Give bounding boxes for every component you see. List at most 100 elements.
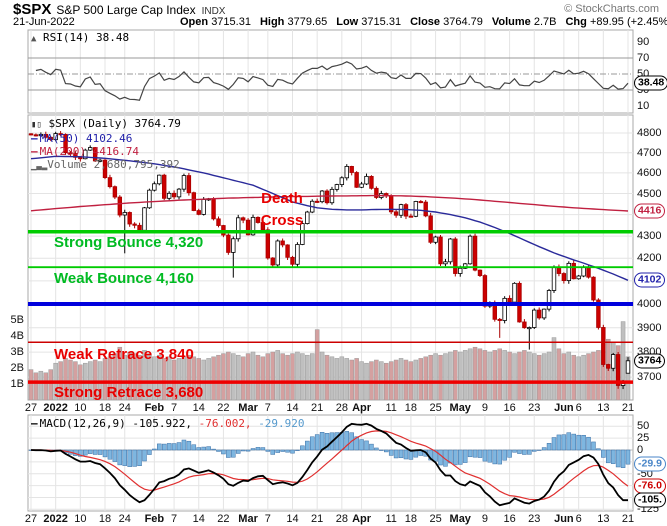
date-tick-top: 23	[528, 401, 541, 414]
death-cross-line1: Death	[261, 190, 303, 207]
rsi-axis-label: 10	[637, 100, 650, 112]
date-tick-bottom: 25	[429, 513, 442, 525]
date-tick-top: 10	[74, 401, 87, 414]
candlestick-icon: ▮▯	[31, 120, 42, 130]
axis-badge-760: -76.0	[634, 478, 666, 494]
quote-low: Low 3715.31	[336, 16, 402, 28]
price-legend: ▮▯ $SPX (Daily) 3764.79 — MA(50) 4102.46 …	[31, 117, 181, 173]
date-tick-bottom: 18	[98, 513, 112, 525]
date-tick-bottom: 24	[118, 513, 131, 525]
legend-ma200-text: MA(200) 4416.74	[39, 145, 139, 158]
price-axis-label: 4700	[637, 146, 662, 159]
price-axis-label: 4200	[637, 252, 662, 265]
date-tick-bottom: 14	[286, 513, 299, 525]
date-tick-top: 21	[311, 401, 324, 414]
ma200-line-icon: —	[31, 145, 38, 158]
date-tick-top: 7	[264, 401, 271, 414]
date-tick-top: 18	[404, 401, 418, 414]
price-axis-label: 4800	[637, 126, 662, 139]
date-tick-top: 16	[503, 401, 516, 414]
legend-symbol-text: $SPX (Daily) 3764.79	[48, 117, 181, 130]
volume-axis-label: 5B	[10, 314, 24, 326]
legend-ma50-text: MA(50) 4102.46	[39, 132, 133, 145]
date-tick-bottom: Mar	[238, 513, 258, 525]
date-tick-top: 7	[171, 401, 178, 414]
weak-bounce-annotation: Weak Bounce 4,160	[54, 270, 194, 287]
macd-axis-label: 0	[637, 444, 644, 456]
date-tick-bottom: 21	[311, 513, 324, 525]
date-tick-bottom: 16	[503, 513, 516, 525]
quote-date: 21-Jun-2022	[13, 16, 75, 28]
price-axis-label: 4500	[637, 187, 662, 200]
date-tick-top: 24	[118, 401, 131, 414]
date-tick-bottom: 28	[335, 513, 348, 525]
date-tick-bottom: 21	[621, 513, 635, 525]
strong-retrace-annotation: Strong Retrace 3,680	[54, 384, 204, 401]
quote-chg: Chg +89.95 (+2.45%)	[565, 16, 667, 28]
macd-label-signal: -76.002,	[198, 417, 252, 430]
date-tick-top: 13	[597, 401, 610, 414]
date-tick-top: 11	[385, 401, 397, 414]
date-tick-bottom: 13	[597, 513, 610, 525]
date-tick-top: 21	[621, 401, 635, 414]
weak-retrace-annotation: Weak Retrace 3,840	[54, 346, 194, 363]
exchange-label: INDX	[201, 6, 226, 17]
legend-volume-text: Volume 2,680,795,392	[47, 158, 180, 171]
date-tick-bottom: 7	[264, 513, 271, 525]
date-tick-top: Apr	[352, 401, 372, 414]
date-tick-top: 14	[192, 401, 205, 414]
axis-badge-4416: 4416	[634, 203, 666, 219]
date-tick-bottom: 23	[528, 513, 541, 525]
axis-badge-4102: 4102	[634, 272, 666, 288]
date-tick-bottom: 2022	[43, 513, 68, 525]
legend-symbol-row: ▮▯ $SPX (Daily) 3764.79	[31, 117, 181, 132]
quote-volume: Volume 2.7B	[491, 16, 557, 28]
date-tick-bottom: 22	[217, 513, 230, 525]
stockcharts-credit: © StockCharts.com	[564, 3, 659, 15]
date-tick-bottom: Apr	[352, 513, 372, 525]
legend-ma200-row: — MA(200) 4416.74	[31, 145, 181, 158]
symbol: $SPX	[13, 1, 52, 18]
quote-bar: Open 3715.31 High 3779.65 Low 3715.31 Close…	[180, 16, 667, 28]
price-axis-label: 3900	[637, 321, 662, 334]
date-tick-top: 14	[286, 401, 299, 414]
macd-line-icon: —	[31, 417, 38, 430]
date-tick-bottom: 9	[481, 513, 488, 525]
rsi-axis-label: 70	[637, 52, 650, 64]
axis-badge-299: -29.9	[634, 456, 666, 472]
date-tick-bottom: 27	[24, 513, 38, 525]
date-tick-top: May	[449, 401, 471, 414]
quote-close: Close 3764.79	[410, 16, 483, 28]
date-tick-top: 22	[217, 401, 230, 414]
price-axis-label: 3700	[637, 371, 662, 384]
strong-bounce-annotation: Strong Bounce 4,320	[54, 234, 204, 251]
legend-ma50-row: — MA(50) 4102.46	[31, 132, 181, 145]
quote-high: High 3779.65	[259, 16, 328, 28]
date-tick-top: 25	[429, 401, 442, 414]
volume-axis-label: 2B	[10, 362, 24, 374]
volume-axis-label: 3B	[10, 346, 24, 358]
volume-bars-icon: ▁▃▂	[31, 161, 48, 171]
price-axis-label: 4300	[637, 230, 662, 243]
date-tick-bottom: 11	[385, 513, 397, 525]
macd-label-main: MACD(12,26,9) -105.922,	[39, 417, 192, 430]
death-cross-annotation: Death Cross	[251, 188, 313, 232]
date-tick-top: 2022	[43, 401, 68, 414]
date-tick-bottom: 14	[192, 513, 205, 525]
axis-badge-3848: 38.48	[634, 75, 667, 91]
symbol-name: S&P 500 Large Cap Index	[56, 3, 196, 17]
date-tick-bottom: May	[449, 513, 471, 525]
date-tick-bottom: Jun	[554, 513, 574, 525]
date-tick-bottom: 7	[171, 513, 178, 525]
axis-badge-3764: 3764	[634, 353, 666, 369]
date-tick-top: 9	[481, 401, 488, 414]
macd-axis-label: 25	[637, 432, 650, 445]
axis-badge-105: -105.	[634, 492, 666, 508]
date-tick-bottom: 10	[74, 513, 87, 525]
death-cross-line2: Cross	[260, 212, 304, 229]
ma50-line-icon: —	[31, 132, 38, 145]
rsi-axis-label: 90	[637, 36, 650, 48]
macd-label-hist: -29.920	[258, 417, 305, 430]
